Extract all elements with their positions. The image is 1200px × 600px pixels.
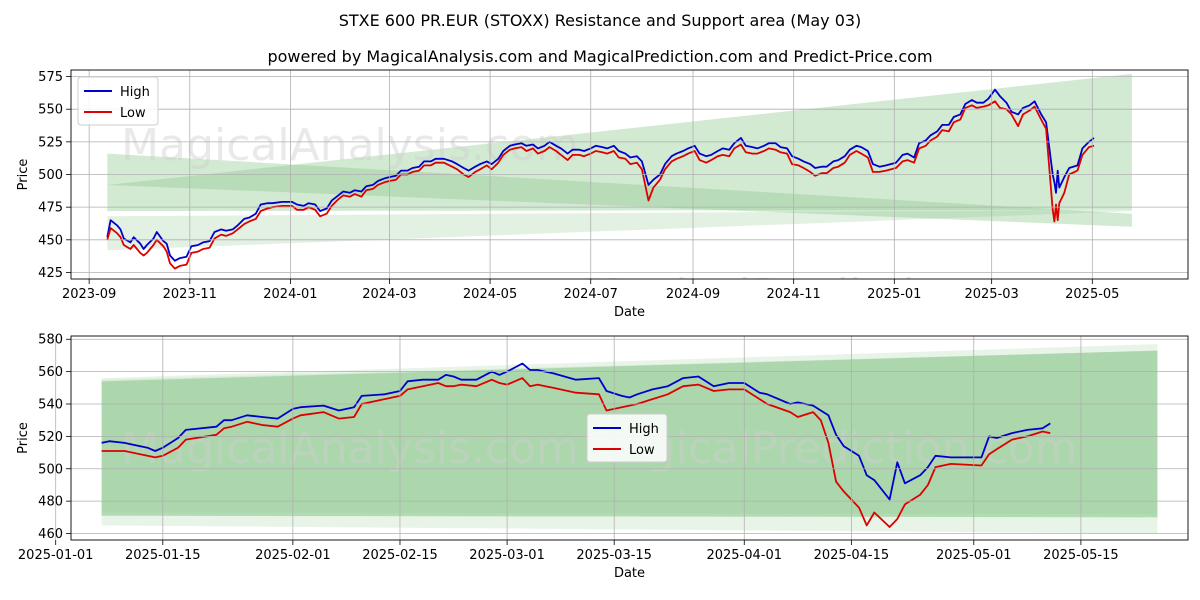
y-tick-label: 520 — [38, 430, 63, 445]
x-tick-label: 2024-11 — [767, 287, 821, 302]
chart-subtitle: powered by MagicalAnalysis.com and Magic… — [267, 47, 932, 66]
series-line-high — [101, 362, 1051, 501]
x-tick-label: 2024-05 — [463, 287, 517, 302]
prediction-band-2 — [107, 209, 1132, 251]
x-tick-label: 2025-03 — [964, 287, 1018, 302]
bottom-chart-panel: MagicalAnalysis.com MagicalPrediction.com… — [16, 333, 1189, 581]
legend: High Low — [77, 76, 159, 126]
y-tick-label: 560 — [38, 365, 63, 380]
x-tick-label: 2023-11 — [163, 287, 217, 302]
x-tick-label: 2023-09 — [62, 287, 116, 302]
y-tick-label: 540 — [38, 398, 63, 413]
y-tick-label: 450 — [38, 233, 63, 248]
x-tick-label: 2025-04-15 — [814, 548, 890, 563]
prediction-band-1 — [107, 73, 1132, 212]
y-tick-label: 475 — [38, 201, 63, 216]
series-line-low — [101, 377, 1051, 528]
series-line-low — [106, 100, 1095, 270]
y-tick-label: 500 — [38, 462, 63, 477]
top-chart-panel: MagicalAnalysis.com MagicalPrediction.com… — [16, 69, 1189, 321]
x-axis-label: Date — [614, 566, 645, 581]
watermark-text: MagicalPrediction.com — [583, 270, 1078, 321]
y-tick-label: 550 — [38, 103, 63, 118]
plot-frame — [70, 69, 1189, 280]
x-tick-label: 2025-05-01 — [936, 548, 1012, 563]
x-tick-label: 2024-03 — [362, 287, 416, 302]
y-tick-label: 500 — [38, 168, 63, 183]
y-tick-label: 575 — [38, 70, 63, 85]
x-tick-label: 2025-03-15 — [576, 548, 652, 563]
chart-title: STXE 600 PR.EUR (STOXX) Resistance and S… — [339, 11, 862, 30]
x-tick-label: 2025-02-15 — [362, 548, 438, 563]
y-axis-label: Price — [16, 422, 31, 454]
x-tick-label: 2025-01-01 — [18, 548, 94, 563]
y-axis-label: Price — [16, 159, 31, 191]
x-tick-label: 2025-05-15 — [1043, 548, 1119, 563]
y-tick-label: 460 — [38, 527, 63, 542]
prediction-band-0 — [107, 153, 1132, 227]
x-tick-label: 2024-09 — [666, 287, 720, 302]
x-tick-label: 2025-04-01 — [706, 548, 782, 563]
watermark-text: MagicalAnalysis.com — [121, 120, 579, 171]
x-tick-label: 2025-05 — [1065, 287, 1119, 302]
legend-label-high: High — [629, 422, 659, 437]
legend-label-low: Low — [120, 106, 146, 121]
plot-area: MagicalAnalysis.com MagicalPrediction.com — [106, 73, 1132, 321]
x-tick-label: 2024-01 — [263, 287, 317, 302]
y-tick-label: 480 — [38, 495, 63, 510]
legend-label-high: High — [120, 85, 150, 100]
x-tick-label: 2025-03-01 — [469, 548, 545, 563]
series-line-high — [106, 88, 1095, 262]
plot-frame — [70, 335, 1189, 541]
x-tick-label: 2024-07 — [564, 287, 618, 302]
legend-label-low: Low — [629, 443, 655, 458]
x-tick-label: 2025-02-01 — [255, 548, 331, 563]
x-tick-label: 2025-01-15 — [125, 548, 201, 563]
x-tick-label: 2025-01 — [867, 287, 921, 302]
y-tick-label: 425 — [38, 266, 63, 281]
y-tick-label: 525 — [38, 135, 63, 150]
legend: High Low — [586, 413, 668, 463]
y-tick-label: 580 — [38, 333, 63, 348]
watermark-text: MagicalAnalysis.com — [121, 423, 579, 474]
x-axis-label: Date — [614, 305, 645, 320]
